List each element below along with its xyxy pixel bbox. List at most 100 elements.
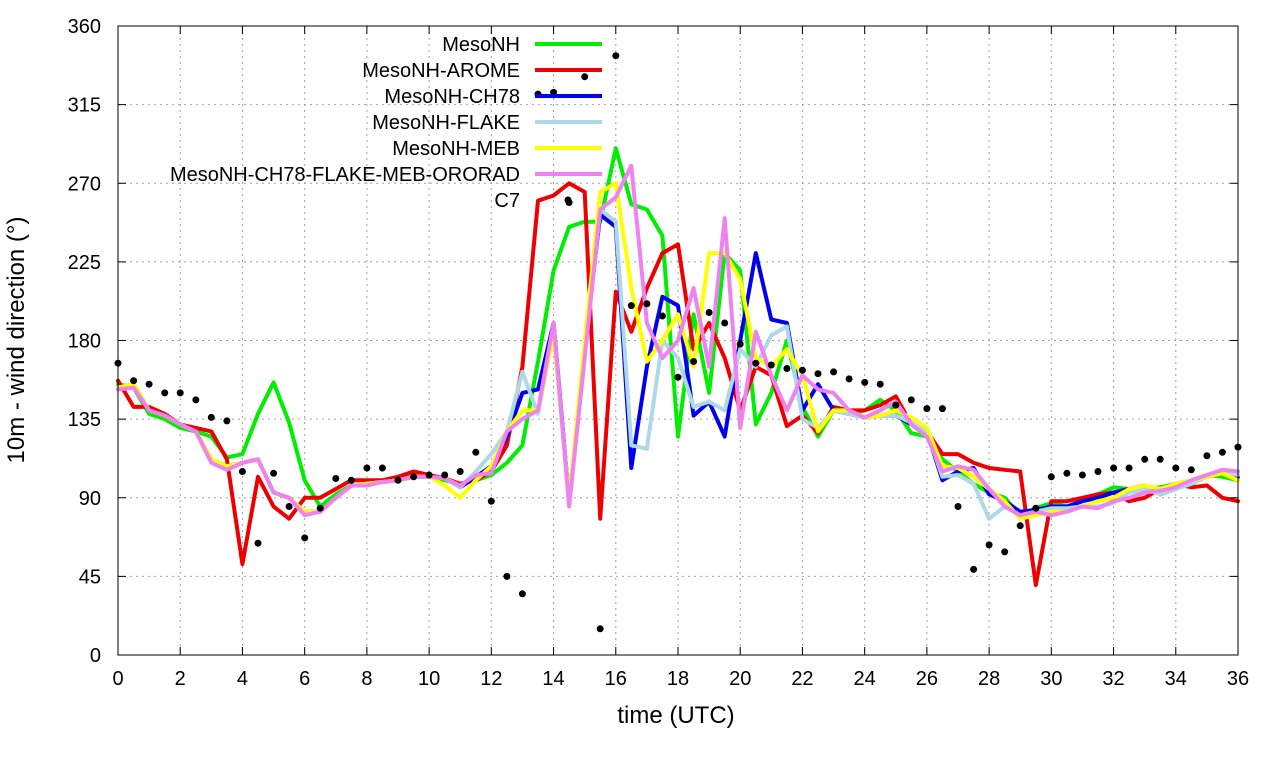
x-tick-label: 2 (175, 668, 186, 690)
x-tick-label: 8 (361, 668, 372, 690)
legend-swatch-c7 (564, 196, 572, 204)
y-tick-label: 135 (68, 409, 101, 431)
data-point-c7 (1156, 455, 1164, 463)
data-point-c7 (1203, 452, 1211, 460)
data-point-c7 (425, 471, 433, 479)
x-tick-label: 22 (791, 668, 813, 690)
x-axis-title: time (UTC) (617, 702, 734, 729)
x-tick-label: 14 (542, 668, 564, 690)
data-point-c7 (861, 378, 869, 386)
data-point-c7 (830, 368, 838, 376)
data-point-c7 (1032, 504, 1040, 512)
data-point-c7 (316, 504, 324, 512)
x-tick-label: 20 (729, 668, 751, 690)
series-line-mesonh-meb (116, 181, 1240, 521)
x-tick-label: 18 (667, 668, 689, 690)
x-tick-label: 10 (418, 668, 440, 690)
data-point-c7 (892, 401, 900, 409)
y-tick-label: 180 (68, 331, 101, 353)
legend: MesoNH MesoNH-AROME MesoNH-CH78 MesoNH-FLAK… (170, 34, 602, 212)
data-point-c7 (176, 389, 184, 397)
y-tick-label: 225 (68, 252, 101, 274)
data-point-c7 (985, 541, 993, 549)
x-tick-label: 0 (112, 668, 123, 690)
data-point-c7 (1172, 464, 1180, 472)
data-point-c7 (767, 361, 775, 369)
data-point-c7 (752, 359, 760, 367)
data-point-c7 (845, 375, 853, 383)
data-point-c7 (332, 475, 340, 482)
data-point-c7 (643, 300, 651, 308)
data-point-c7 (705, 309, 713, 316)
data-point-c7 (721, 319, 729, 327)
data-point-c7 (954, 503, 962, 510)
x-tick-label: 36 (1227, 668, 1249, 690)
data-point-c7 (518, 590, 526, 598)
data-point-c7 (207, 413, 215, 421)
data-point-c7 (923, 405, 931, 413)
data-point-c7 (658, 312, 666, 320)
data-point-c7 (1125, 464, 1133, 472)
legend-label-mesonh-arome: MesoNH-AROME (362, 60, 520, 82)
data-point-c7 (596, 625, 604, 633)
data-point-c7 (627, 302, 635, 310)
data-point-c7 (798, 366, 806, 374)
legend-label-mesonh-ch78-flake-meb-ororad: MesoNH-CH78-FLAKE-MEB-ORORAD (170, 164, 520, 186)
x-tick-label: 12 (480, 668, 502, 690)
legend-label-mesonh: MesoNH (442, 34, 520, 56)
y-axis-title: 10m - wind direction (°) (3, 216, 30, 463)
data-point-c7 (441, 471, 449, 479)
axis-ticks: 0 2 4 6 8 10 12 14 16 18 20 22 24 26 28 30 32 34 360459013… (68, 16, 1250, 690)
data-point-c7 (1047, 473, 1055, 481)
data-point-c7 (938, 405, 946, 413)
x-tick-label: 34 (1165, 668, 1187, 690)
data-point-c7 (814, 370, 822, 378)
legend-label-mesonh-meb: MesoNH-MEB (392, 138, 520, 160)
x-tick-label: 4 (237, 668, 248, 690)
x-tick-label: 30 (1040, 668, 1062, 690)
data-point-c7 (690, 358, 698, 365)
y-tick-label: 315 (68, 95, 101, 117)
data-point-c7 (456, 468, 464, 475)
data-point-c7 (487, 497, 495, 505)
data-point-c7 (161, 389, 169, 397)
data-point-c7 (410, 473, 418, 481)
data-point-c7 (1094, 468, 1102, 475)
data-point-c7 (472, 448, 480, 456)
y-tick-label: 360 (68, 16, 101, 38)
data-point-c7 (223, 417, 231, 425)
data-point-c7 (285, 503, 293, 510)
data-point-c7 (1110, 464, 1118, 472)
data-point-c7 (270, 469, 278, 477)
data-point-c7 (970, 565, 978, 573)
data-point-c7 (192, 396, 200, 404)
data-point-c7 (363, 464, 371, 472)
data-point-c7 (612, 52, 620, 60)
data-point-c7 (1218, 448, 1226, 456)
series-layer (114, 52, 1242, 633)
data-point-c7 (301, 534, 309, 542)
data-point-c7 (378, 464, 386, 472)
data-point-c7 (1078, 471, 1086, 479)
x-tick-label: 6 (299, 668, 310, 690)
y-tick-label: 0 (90, 645, 101, 667)
data-point-c7 (1001, 548, 1009, 556)
data-point-c7 (1141, 455, 1149, 463)
y-tick-label: 45 (79, 566, 101, 588)
legend-label-mesonh-ch78: MesoNH-CH78 (384, 86, 520, 108)
data-point-c7 (783, 365, 791, 372)
data-point-c7 (254, 539, 262, 547)
y-tick-label: 270 (68, 173, 101, 195)
data-point-c7 (1016, 522, 1024, 530)
data-point-c7 (581, 73, 589, 81)
data-point-c7 (674, 373, 682, 381)
data-point-c7 (736, 340, 744, 348)
x-tick-label: 28 (978, 668, 1000, 690)
series-line-mesonh-arome (116, 181, 1240, 588)
data-point-c7 (1187, 466, 1195, 474)
data-point-c7 (145, 380, 153, 388)
y-tick-label: 90 (79, 488, 101, 510)
x-tick-label: 26 (916, 668, 938, 690)
